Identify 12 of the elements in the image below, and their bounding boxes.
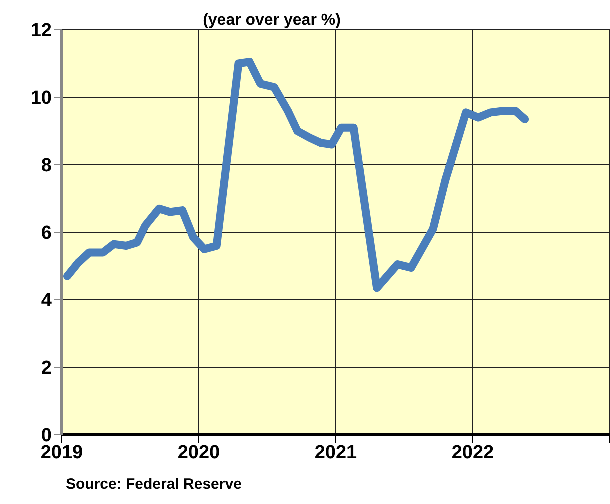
y-tick-label: 8 [41, 156, 52, 177]
y-tick-label: 12 [30, 20, 52, 42]
x-tick-label: 2021 [314, 442, 358, 464]
y-tick-label: 6 [41, 223, 52, 244]
y-tick-label: 2 [41, 358, 52, 380]
y-tick-label: 4 [41, 290, 52, 312]
x-tick-label: 2022 [452, 442, 494, 464]
chart-title: (year over year %) [202, 12, 342, 30]
y-tick-label: 10 [30, 88, 52, 110]
x-tick-label: 2019 [40, 442, 84, 464]
x-tick-label: 2020 [178, 442, 220, 464]
source-note: Source: Federal Reserve [66, 476, 242, 493]
